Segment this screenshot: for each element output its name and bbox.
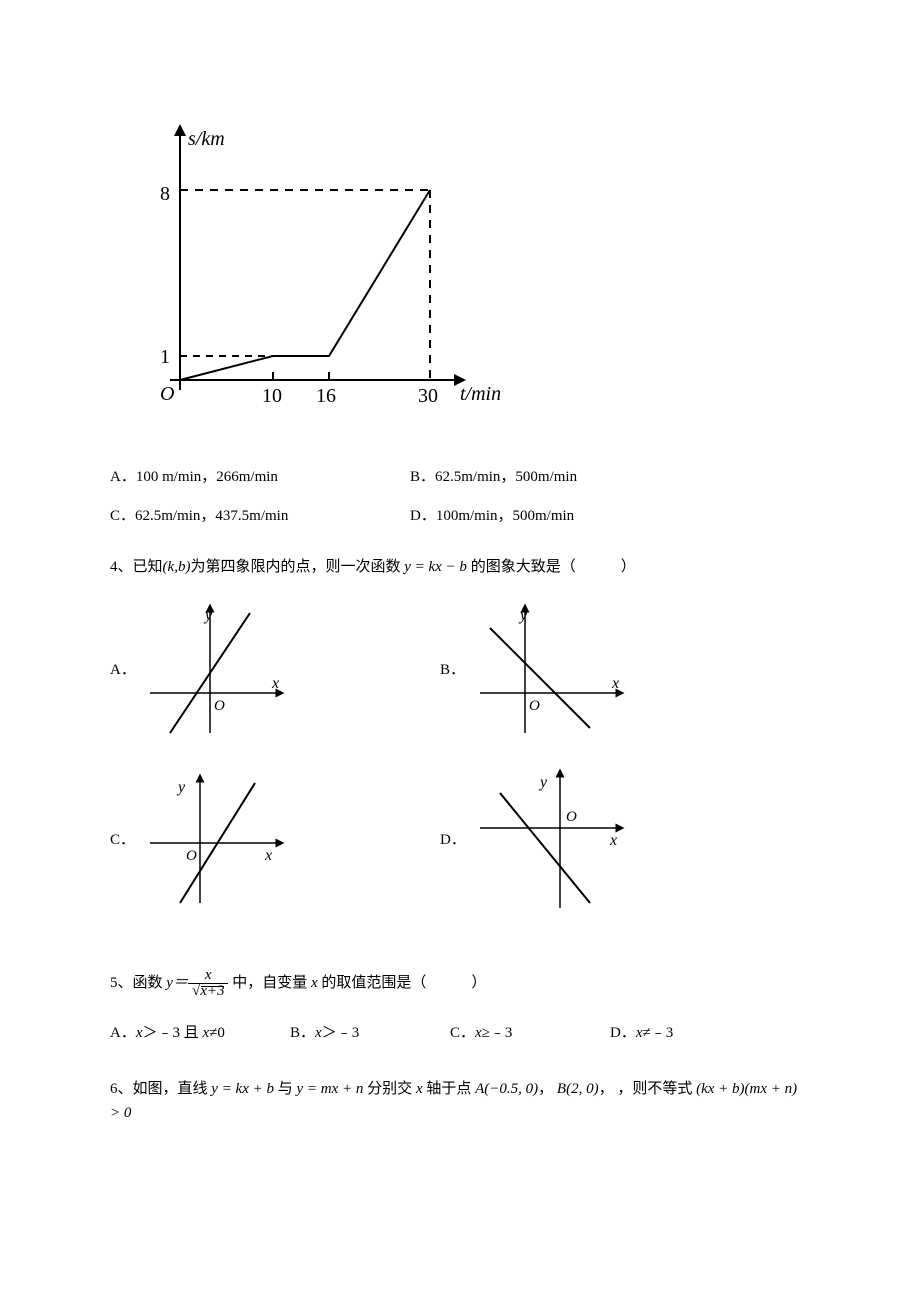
q3-options-row1: A．100 m/min，266m/min B．62.5m/min，500m/mi… bbox=[110, 465, 810, 486]
svg-text:30: 30 bbox=[418, 385, 438, 407]
q6-text3: 分别交 bbox=[367, 1081, 412, 1097]
svg-text:y: y bbox=[538, 774, 548, 791]
origin-label: O bbox=[160, 383, 174, 405]
q4-text2: 为第四象限内的点，则一次函数 bbox=[190, 559, 400, 575]
svg-text:8: 8 bbox=[160, 183, 170, 205]
mini-graph-b: y x O bbox=[470, 598, 630, 738]
chart-svg: s/km t/min O 1 8 10 16 30 bbox=[130, 110, 500, 420]
q4-label-d: D． bbox=[440, 828, 470, 849]
question-5: 5、函数 y＝x√x+3 中，自变量 x 的取值范围是（ ） bbox=[110, 968, 810, 999]
q3-option-a: A．100 m/min，266m/min bbox=[110, 465, 410, 486]
q5-option-d: D．x≠﹣3 bbox=[610, 1021, 750, 1042]
q4-graph-c: C． y x O bbox=[110, 763, 440, 913]
q4-graph-d: D． y x O bbox=[440, 763, 770, 913]
svg-text:x: x bbox=[264, 847, 272, 864]
q5-var: x bbox=[311, 975, 318, 991]
q5-text2: 中，自变量 bbox=[232, 975, 307, 991]
svg-text:10: 10 bbox=[262, 385, 282, 407]
y-axis-label: s/km bbox=[188, 128, 225, 150]
q5-number: 5、 bbox=[110, 975, 133, 991]
svg-text:O: O bbox=[529, 698, 540, 714]
q3-options-row2: C．62.5m/min，437.5m/min D．100m/min，500m/m… bbox=[110, 504, 810, 525]
q3-option-d: D．100m/min，500m/min bbox=[410, 504, 710, 525]
svg-text:O: O bbox=[214, 698, 225, 714]
x-axis-label: t/min bbox=[460, 383, 500, 405]
svg-text:16: 16 bbox=[316, 385, 336, 407]
q5-option-b: B．x＞﹣3 bbox=[290, 1021, 450, 1042]
q6-text1: 如图，直线 bbox=[133, 1081, 208, 1097]
q6-var: x bbox=[416, 1081, 423, 1097]
distance-time-chart: s/km t/min O 1 8 10 16 30 bbox=[130, 110, 810, 425]
svg-text:x: x bbox=[611, 675, 619, 692]
q6-b: B(2, 0) bbox=[557, 1081, 599, 1097]
mini-graph-d: y x O bbox=[470, 763, 630, 913]
q5-option-a: A．x＞﹣3 且 x≠0 bbox=[110, 1021, 290, 1042]
q6-comma1: ， bbox=[538, 1081, 553, 1097]
q3-option-c: C．62.5m/min，437.5m/min bbox=[110, 504, 410, 525]
svg-text:O: O bbox=[566, 809, 577, 825]
q5-frac-num: x bbox=[188, 968, 229, 984]
mini-graph-a: y x O bbox=[140, 598, 290, 738]
q4-graph-a: A． y x O bbox=[110, 598, 440, 738]
q5-fraction: x√x+3 bbox=[188, 968, 229, 999]
q6-number: 6、 bbox=[110, 1081, 133, 1097]
question-6: 6、如图，直线 y = kx + b 与 y = mx + n 分别交 x 轴于… bbox=[110, 1077, 810, 1125]
question-4: 4、已知(k,b)为第四象限内的点，则一次函数 y = kx − b 的图象大致… bbox=[110, 555, 810, 576]
q5-options: A．x＞﹣3 且 x≠0 B．x＞﹣3 C．x≥﹣3 D．x≠﹣3 bbox=[110, 1021, 810, 1042]
q5-text3: 的取值范围是（ ） bbox=[321, 975, 486, 991]
q4-kb: (k,b) bbox=[163, 559, 191, 575]
q4-text1: 已知 bbox=[133, 559, 163, 575]
svg-text:y: y bbox=[176, 779, 186, 796]
q6-eq2: y = mx + n bbox=[297, 1081, 364, 1097]
q4-graph-options: A． y x O B． y x O C． bbox=[110, 598, 810, 938]
svg-text:x: x bbox=[271, 675, 279, 692]
svg-text:x: x bbox=[609, 832, 617, 849]
q6-eq1: y = kx + b bbox=[211, 1081, 274, 1097]
q4-label-c: C． bbox=[110, 828, 140, 849]
q4-text3: 的图象大致是（ ） bbox=[471, 559, 636, 575]
q6-text5: ，则不等式 bbox=[617, 1081, 692, 1097]
q6-text4: 轴于点 bbox=[426, 1081, 471, 1097]
svg-text:O: O bbox=[186, 848, 197, 864]
svg-text:y: y bbox=[203, 607, 213, 624]
q4-graph-b: B． y x O bbox=[440, 598, 770, 738]
mini-graph-c: y x O bbox=[140, 768, 290, 908]
q5-text1: 函数 bbox=[133, 975, 163, 991]
q5-frac-den: √x+3 bbox=[188, 984, 229, 999]
q6-a: A(−0.5, 0) bbox=[475, 1081, 538, 1097]
q5-option-c: C．x≥﹣3 bbox=[450, 1021, 610, 1042]
q4-formula: y = kx − b bbox=[404, 559, 467, 575]
svg-text:1: 1 bbox=[160, 346, 170, 368]
svg-text:y: y bbox=[518, 607, 528, 624]
q3-option-b: B．62.5m/min，500m/min bbox=[410, 465, 710, 486]
q4-label-b: B． bbox=[440, 658, 470, 679]
q4-label-a: A． bbox=[110, 658, 140, 679]
q5-yeq: y＝ bbox=[166, 975, 188, 991]
q6-text2: 与 bbox=[278, 1081, 293, 1097]
q4-number: 4、 bbox=[110, 559, 133, 575]
q6-comma2: ， bbox=[599, 1081, 614, 1097]
